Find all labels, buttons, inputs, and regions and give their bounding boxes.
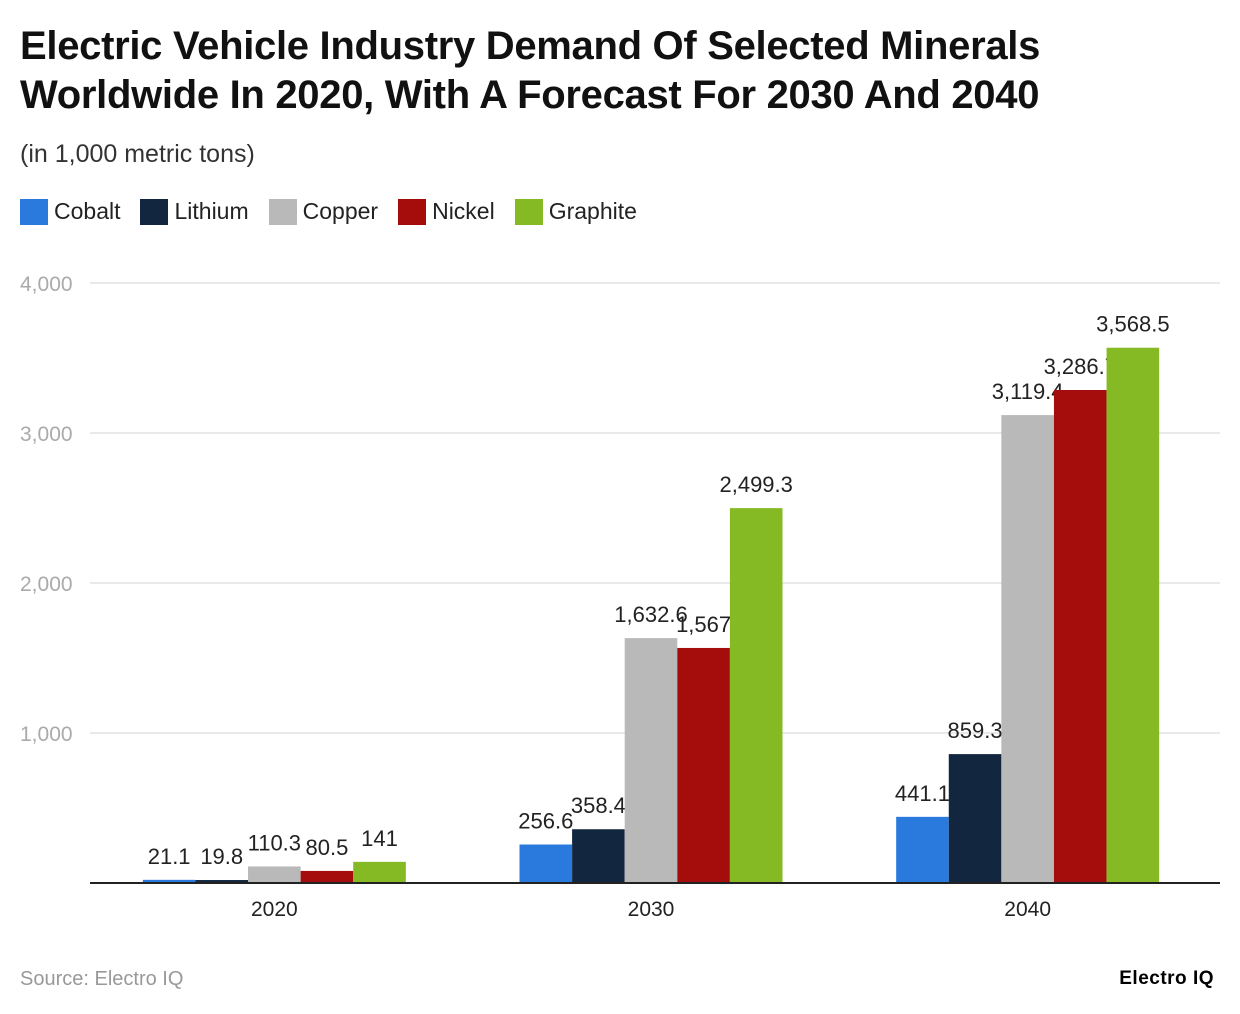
data-label: 21.1: [148, 844, 191, 869]
data-label: 1,632.6: [614, 602, 687, 627]
data-label: 3,568.5: [1096, 312, 1169, 337]
data-label: 80.5: [306, 835, 349, 860]
data-label: 19.8: [200, 844, 243, 869]
bar-lithium-2030: [572, 829, 625, 883]
legend-swatch: [20, 198, 48, 225]
legend-label: Graphite: [548, 198, 637, 224]
y-tick-label: 1,000: [20, 723, 73, 746]
data-label: 1,567: [676, 612, 731, 637]
data-label: 358.4: [571, 793, 626, 818]
legend-label: Lithium: [174, 198, 249, 224]
brand-logo: Electro IQ: [1119, 968, 1214, 989]
x-tick-label: 2040: [1004, 898, 1051, 921]
legend-item-cobalt: Cobalt: [20, 198, 120, 225]
bar-graphite-2020: [353, 861, 406, 883]
legend-item-graphite: Graphite: [514, 198, 637, 225]
bar-graphite-2030: [729, 508, 783, 883]
x-tick-label: 2020: [251, 898, 298, 921]
bar-graphite-2040: [1106, 347, 1160, 884]
bar-nickel-2030: [677, 647, 730, 883]
data-label: 3,119.4: [992, 379, 1064, 404]
legend-item-copper: Copper: [268, 198, 379, 225]
y-tick-label: 3,000: [20, 423, 73, 446]
data-label: 110.3: [248, 830, 301, 855]
y-tick-label: 4,000: [20, 273, 73, 296]
bar-copper-2020: [248, 866, 301, 883]
bar-nickel-2040: [1053, 389, 1107, 883]
bar-cobalt-2040: [896, 816, 949, 883]
bar-lithium-2020: [195, 880, 249, 883]
data-label: 3,286.7: [1044, 354, 1117, 379]
bar-cobalt-2020: [142, 879, 196, 883]
data-label: 859.3: [948, 718, 1003, 743]
legend-item-lithium: Lithium: [140, 198, 249, 225]
chart-subtitle: (in 1,000 metric tons): [20, 140, 255, 168]
data-label: 2,499.3: [719, 472, 792, 497]
bar-copper-2040: [1001, 415, 1054, 883]
bar-nickel-2020: [300, 870, 354, 883]
legend-swatch: [140, 198, 169, 225]
source-note: Source: Electro IQ: [20, 968, 184, 990]
bar-copper-2030: [624, 638, 678, 883]
data-label: 141: [361, 826, 398, 851]
bar-cobalt-2030: [519, 844, 573, 883]
x-tick-label: 2030: [628, 898, 675, 921]
data-label: 441.1: [895, 781, 950, 806]
y-tick-label: 2,000: [20, 573, 73, 596]
data-label: 256.6: [518, 809, 573, 834]
legend-swatch: [514, 198, 543, 225]
legend-item-nickel: Nickel: [398, 198, 495, 225]
legend: Cobalt Lithium Copper Nickel Graphite: [20, 198, 637, 225]
chart-title: Electric Vehicle Industry Demand Of Sele…: [20, 24, 1041, 117]
legend-swatch: [268, 198, 297, 225]
legend-swatch: [398, 198, 427, 225]
legend-label: Nickel: [432, 198, 495, 224]
legend-label: Cobalt: [54, 198, 121, 224]
bar-lithium-2040: [948, 754, 1002, 883]
legend-label: Copper: [302, 198, 379, 224]
